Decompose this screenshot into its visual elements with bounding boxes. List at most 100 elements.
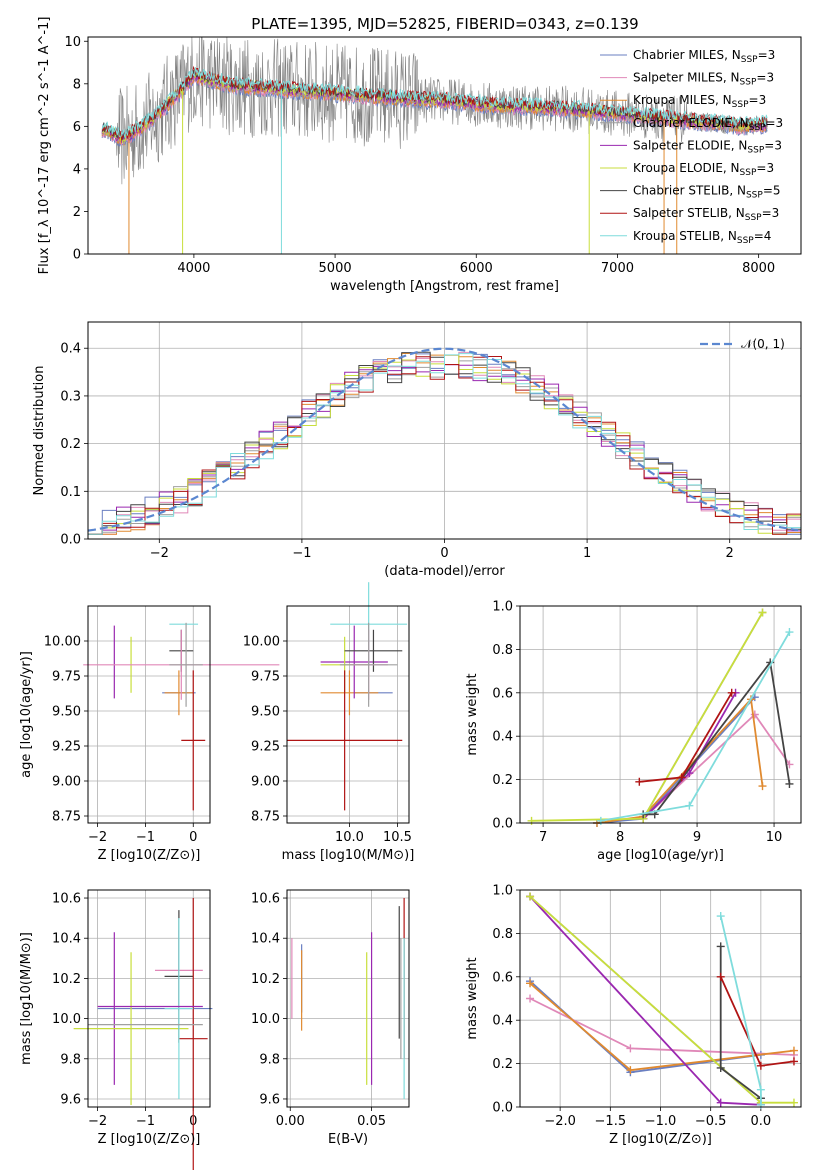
y-tick-label: 0.6 xyxy=(492,970,513,985)
y-tick-label: 9.00 xyxy=(251,775,280,790)
x-tick-label: 7 xyxy=(539,830,547,845)
y-tick-label: 10.6 xyxy=(52,892,81,907)
mass-weight-marker xyxy=(716,1098,725,1107)
mass-weight-line xyxy=(719,915,762,1105)
y-tick-label: 9.25 xyxy=(251,740,280,755)
mass-weight-line xyxy=(600,631,791,822)
y-tick-label: 0.2 xyxy=(60,437,81,452)
y-tick-label: 9.8 xyxy=(259,1052,280,1067)
x-tick-label: 0.0 xyxy=(751,1114,772,1129)
y-tick-label: 10 xyxy=(64,35,81,50)
residual-histogram-line xyxy=(88,353,801,535)
legend-label: 𝒩(0, 1) xyxy=(741,337,785,351)
y-tick-label: 1.0 xyxy=(492,884,513,899)
x-tick-label: −1.0 xyxy=(645,1114,677,1129)
mass-weight-vs-age-panel: 7 8 9 10 0.0 0.2 0.4 0.6 0.8 1.0 age [log10(age/yr… xyxy=(465,600,802,863)
model-spectrum-line xyxy=(101,67,768,139)
y-tick-label: 9.8 xyxy=(60,1052,81,1067)
axes-frame xyxy=(286,889,410,1108)
x-tick-label: 10.0 xyxy=(335,830,364,845)
y-tick-label: 0.2 xyxy=(492,773,513,788)
y-tick-label: 0.2 xyxy=(492,1057,513,1072)
legend-label: Salpeter MILES, NSSP=3 xyxy=(633,71,774,88)
mass-weight-marker xyxy=(789,1057,798,1066)
mass-weight-line xyxy=(529,997,795,1056)
y-tick-label: 0.3 xyxy=(60,389,81,404)
y-tick-label: 10.0 xyxy=(251,1012,280,1027)
legend-label: Kroupa STELIB, NSSP=4 xyxy=(633,229,771,246)
mass-weight-marker xyxy=(716,912,725,921)
residuals-panel: −2 −1 0 1 2 0.0 0.1 0.2 0.3 0.4 (data-model)/error… xyxy=(32,321,802,579)
age-vs-metallicity-panel: −2 −1 0 8.75 9.00 9.25 9.50 9.75 10.00 Z [log10(Z… xyxy=(19,605,280,863)
mass-weight-marker xyxy=(758,782,767,791)
x-tick-label: 0 xyxy=(440,546,448,561)
y-tick-label: 0.4 xyxy=(492,1014,513,1029)
y-tick-label: 9.00 xyxy=(52,775,81,790)
x-tick-label: −2 xyxy=(150,546,169,561)
mass-weight-marker xyxy=(716,942,725,951)
y-tick-label: 0.6 xyxy=(492,686,513,701)
mass-weight-line xyxy=(643,660,791,816)
age-vs-mass-panel: 10.0 10.5 8.75 9.00 9.25 9.50 9.75 10.00 mass [l… xyxy=(243,582,415,863)
legend-label: Chabrier MILES, NSSP=3 xyxy=(633,48,775,65)
mass-weight-marker xyxy=(716,1063,725,1072)
mass-weight-marker xyxy=(785,628,794,637)
x-tick-label: 0.05 xyxy=(357,1114,386,1129)
y-tick-label: 10.4 xyxy=(251,932,280,947)
mass-weight-line xyxy=(529,982,795,1072)
legend-label: Chabrier STELIB, NSSP=5 xyxy=(633,184,781,201)
x-axis-label: E(B-V) xyxy=(328,1132,368,1147)
mass-weight-marker xyxy=(527,816,536,825)
y-tick-label: 2 xyxy=(73,205,81,220)
y-axis-label: mass weight xyxy=(465,673,480,755)
y-tick-label: 8 xyxy=(73,77,81,92)
mass-weight-line xyxy=(642,713,791,820)
y-tick-label: 10.0 xyxy=(52,1012,81,1027)
x-tick-label: −2.0 xyxy=(544,1114,576,1129)
y-axis-label: mass [log10(M/M⊙)] xyxy=(19,932,34,1065)
mass-vs-ebv-panel: 0.00 0.05 9.6 9.8 10.0 10.2 10.4 10.6 E(B-V) xyxy=(251,889,410,1147)
legend-label: Salpeter STELIB, NSSP=3 xyxy=(633,206,779,223)
mass-weight-vs-metallicity-panel: −2.0 −1.5 −1.0 −0.5 0.0 0.0 0.2 0.4 0.6 0.8 1.0 Z [… xyxy=(465,884,802,1147)
y-axis-label: Flux [f_λ 10^-17 erg cm^-2 s^-1 A^-1] xyxy=(37,17,52,275)
axes-frame xyxy=(87,321,802,540)
x-tick-label: 9 xyxy=(693,830,701,845)
x-tick-label: 5000 xyxy=(319,261,352,276)
x-tick-label: 0 xyxy=(189,830,197,845)
x-axis-label: age [log10(age/yr)] xyxy=(597,848,724,863)
mass-weight-marker xyxy=(758,608,767,617)
x-tick-label: −1 xyxy=(292,546,311,561)
legend: Chabrier MILES, NSSP=3 Salpeter MILES, NS… xyxy=(600,48,783,246)
y-tick-label: 10.00 xyxy=(243,635,280,650)
y-axis-label: age [log10(age/yr)] xyxy=(19,651,34,778)
y-tick-label: 0.4 xyxy=(492,730,513,745)
y-tick-label: 9.25 xyxy=(52,740,81,755)
y-tick-label: 0.1 xyxy=(60,485,81,500)
mass-weight-marker xyxy=(626,1044,635,1053)
mass-weight-marker xyxy=(626,1066,635,1075)
x-axis-label: mass [log10(M/M⊙)] xyxy=(282,848,415,863)
mass-weight-marker xyxy=(789,1046,798,1055)
y-tick-label: 0.0 xyxy=(60,533,81,548)
mass-weight-marker xyxy=(756,1061,765,1070)
y-tick-label: 1.0 xyxy=(492,600,513,615)
y-tick-label: 10.2 xyxy=(52,972,81,987)
mass-weight-marker xyxy=(716,972,725,981)
y-tick-label: 9.75 xyxy=(52,670,81,685)
y-tick-label: 10.2 xyxy=(251,972,280,987)
x-tick-label: −0.5 xyxy=(695,1114,727,1129)
mass-weight-marker xyxy=(756,1085,765,1094)
x-tick-label: −1 xyxy=(136,830,155,845)
y-tick-label: 9.75 xyxy=(251,670,280,685)
axes-frame xyxy=(519,605,802,824)
legend-label: Chabrier ELODIE, NSSP=3 xyxy=(633,116,783,133)
mass-weight-marker xyxy=(526,994,535,1003)
y-tick-label: 10.00 xyxy=(44,635,81,650)
y-tick-label: 10.6 xyxy=(251,892,280,907)
mass-weight-marker xyxy=(677,773,686,782)
x-tick-label: −1 xyxy=(136,1114,155,1129)
y-tick-label: 4 xyxy=(73,162,81,177)
x-tick-label: 4000 xyxy=(177,261,210,276)
y-tick-label: 9.6 xyxy=(60,1092,81,1107)
axes-frame xyxy=(87,889,211,1108)
